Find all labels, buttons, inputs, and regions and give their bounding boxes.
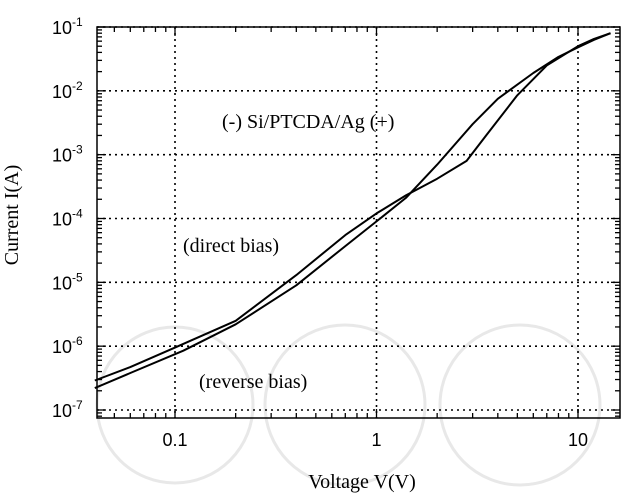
y-tick-label: 10-1 — [52, 15, 83, 38]
x-tick-label: 10 — [568, 430, 588, 450]
annotation-direct-bias: (direct bias) — [183, 235, 279, 257]
plot-frame — [96, 26, 621, 419]
y-tick-base: 10 — [52, 401, 72, 421]
y-tick-base: 10 — [52, 18, 72, 38]
y-tick-label: 10-5 — [52, 270, 83, 293]
y-tick-labels: 10-710-610-510-410-310-210-1 — [52, 15, 83, 421]
y-tick-label: 10-7 — [52, 398, 83, 421]
x-axis-title: Voltage V(V) — [308, 471, 416, 493]
y-tick-base: 10 — [52, 337, 72, 357]
y-tick-exponent: -4 — [72, 207, 83, 221]
y-tick-exponent: -7 — [72, 398, 83, 412]
y-tick-exponent: -6 — [72, 334, 83, 348]
y-tick-label: 10-2 — [52, 79, 83, 102]
x-tick-label: 1 — [371, 430, 381, 450]
x-tick-label: 0.1 — [162, 430, 187, 450]
y-axis-title: Current I(A) — [1, 165, 23, 266]
y-tick-label: 10-6 — [52, 334, 83, 357]
y-tick-base: 10 — [52, 210, 72, 230]
annotation-reverse-bias: (reverse bias) — [199, 371, 307, 393]
axis-ticks — [97, 26, 620, 418]
y-tick-exponent: -1 — [72, 15, 83, 29]
y-tick-base: 10 — [52, 146, 72, 166]
x-tick-labels: 0.1 1 10 — [162, 430, 588, 450]
y-tick-label: 10-4 — [52, 207, 83, 230]
annotation-device: (-) Si/PTCDA/Ag (+) — [222, 111, 394, 133]
grid-lines — [97, 26, 620, 418]
y-tick-exponent: -3 — [72, 143, 83, 157]
y-tick-exponent: -5 — [72, 270, 83, 284]
y-tick-base: 10 — [52, 82, 72, 102]
y-tick-base: 10 — [52, 273, 72, 293]
series-lines — [94, 32, 611, 390]
y-tick-label: 10-3 — [52, 143, 83, 166]
series-line-2 — [94, 32, 611, 390]
y-tick-exponent: -2 — [72, 79, 83, 93]
